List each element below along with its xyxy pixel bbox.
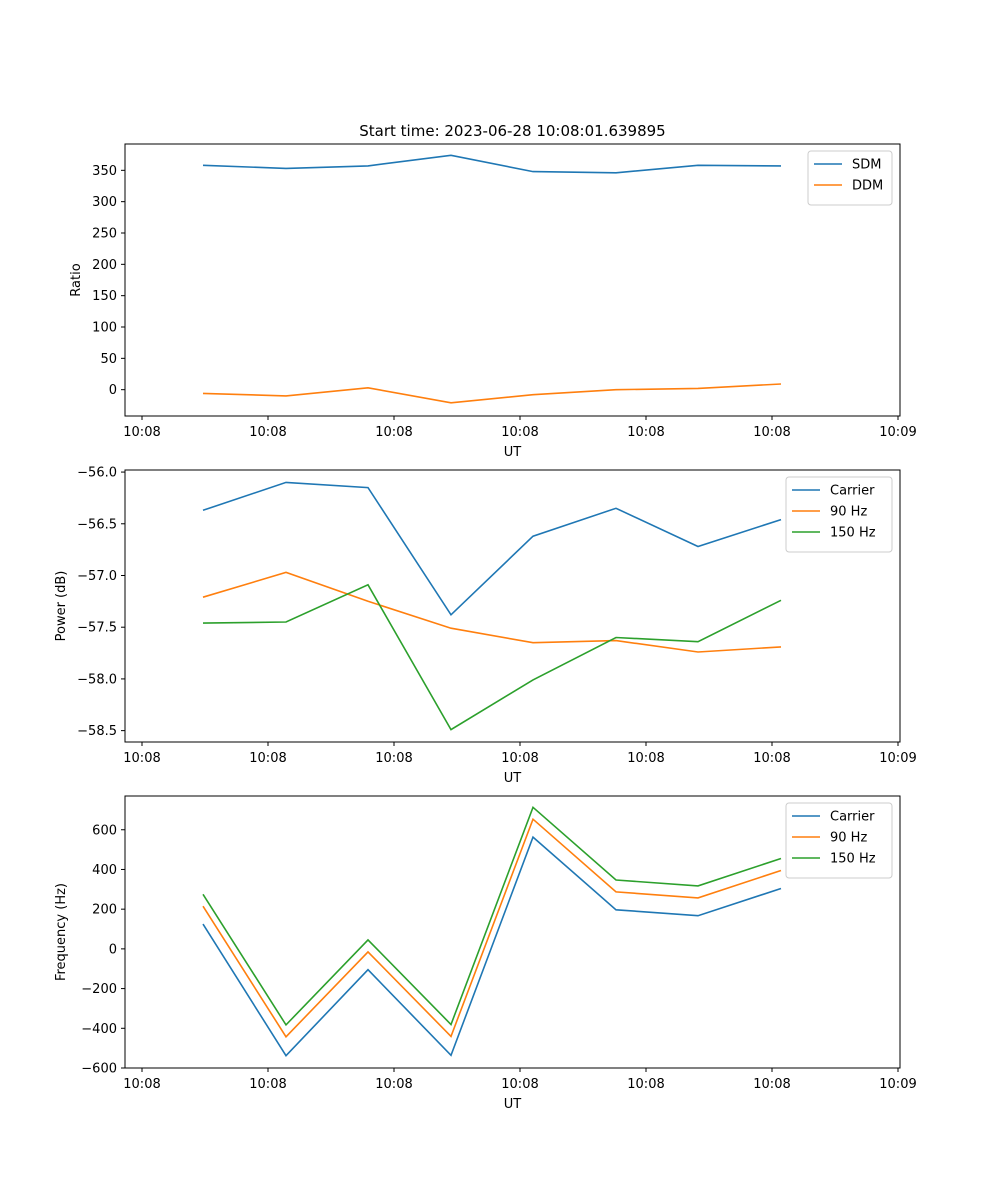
legend-label: 150 Hz — [830, 526, 876, 541]
series-line-carrier — [202, 481, 782, 617]
legend: Carrier 90 Hz 150 Hz — [785, 802, 893, 879]
x-tick-label: 10:08 — [375, 1077, 412, 1092]
y-tick-label: 600 — [92, 823, 117, 838]
y-tick-label: 200 — [92, 258, 117, 273]
x-tick-label: 10:08 — [375, 425, 412, 440]
x-axis-label: UT — [504, 445, 522, 460]
y-tick-label: 100 — [92, 321, 117, 336]
y-tick-label: −56.5 — [77, 517, 117, 532]
x-tick-label: 10:09 — [879, 1077, 916, 1092]
x-tick-label: 10:08 — [123, 1077, 160, 1092]
x-tick-label: 10:08 — [627, 751, 664, 766]
y-tick-label: 350 — [92, 164, 117, 179]
x-tick-label: 10:08 — [123, 425, 160, 440]
legend-box — [785, 802, 893, 879]
series-line-150-hz — [202, 583, 782, 731]
y-tick-label: 250 — [92, 226, 117, 241]
series-line-150-hz — [202, 805, 782, 1027]
legend-label: Carrier — [830, 484, 875, 499]
x-tick-label: 10:08 — [249, 751, 286, 766]
x-tick-label: 10:08 — [375, 751, 412, 766]
series-line-90-hz — [202, 571, 782, 653]
x-axis-label: UT — [504, 1097, 522, 1112]
chart-panel-1: Start time: 2023-06-28 10:08:01.639895 10… — [69, 122, 917, 460]
legend-label: Carrier — [830, 810, 875, 825]
x-tick-label: 10:08 — [123, 751, 160, 766]
x-tick-label: 10:09 — [879, 425, 916, 440]
legend: Carrier 90 Hz 150 Hz — [785, 476, 893, 553]
series-line-carrier — [202, 835, 782, 1057]
y-tick-label: 150 — [92, 289, 117, 304]
y-tick-label: 400 — [92, 863, 117, 878]
y-axis-label: Power (dB) — [54, 571, 69, 642]
y-tick-label: 50 — [100, 352, 117, 367]
x-tick-label: 10:09 — [879, 751, 916, 766]
y-tick-label: −57.0 — [77, 569, 117, 584]
x-tick-label: 10:08 — [753, 425, 790, 440]
series-line-sdm — [202, 154, 782, 174]
y-tick-label: 0 — [109, 942, 117, 957]
y-tick-label: −57.5 — [77, 621, 117, 636]
y-tick-label: −600 — [81, 1062, 117, 1077]
axes-frame — [124, 143, 901, 417]
y-tick-label: −58.5 — [77, 724, 117, 739]
series-line-ddm — [202, 383, 782, 404]
y-tick-label: −58.0 — [77, 672, 117, 687]
legend-label: 90 Hz — [830, 505, 867, 520]
axes-frame — [124, 469, 901, 743]
legend-label: SDM — [852, 158, 881, 173]
x-axis-label: UT — [504, 771, 522, 786]
x-tick-label: 10:08 — [627, 1077, 664, 1092]
chart-panel-3: 10:08 10:08 10:08 10:08 10:08 10:08 10:09 UT −60… — [54, 795, 917, 1112]
x-tick-label: 10:08 — [501, 1077, 538, 1092]
legend-box — [785, 476, 893, 553]
chart-title: Start time: 2023-06-28 10:08:01.639895 — [359, 122, 665, 140]
y-tick-label: −56.0 — [77, 466, 117, 481]
legend-label: DDM — [852, 179, 883, 194]
legend-label: 90 Hz — [830, 831, 867, 846]
y-tick-label: −200 — [81, 982, 117, 997]
x-tick-label: 10:08 — [501, 425, 538, 440]
x-tick-label: 10:08 — [627, 425, 664, 440]
chart-panel-2: 10:08 10:08 10:08 10:08 10:08 10:08 10:09 UT −58… — [54, 466, 917, 786]
x-tick-label: 10:08 — [249, 425, 286, 440]
x-tick-label: 10:08 — [753, 751, 790, 766]
y-tick-label: 200 — [92, 903, 117, 918]
y-axis-label: Ratio — [69, 263, 84, 296]
series-line-90-hz — [202, 817, 782, 1039]
legend-label: 150 Hz — [830, 852, 876, 867]
x-tick-label: 10:08 — [249, 1077, 286, 1092]
y-tick-label: 0 — [109, 383, 117, 398]
y-axis-label: Frequency (Hz) — [54, 883, 69, 981]
legend: SDM DDM — [807, 150, 893, 206]
y-tick-label: −400 — [81, 1022, 117, 1037]
x-tick-label: 10:08 — [501, 751, 538, 766]
axes-frame — [124, 795, 901, 1069]
y-tick-label: 300 — [92, 195, 117, 210]
x-tick-label: 10:08 — [753, 1077, 790, 1092]
